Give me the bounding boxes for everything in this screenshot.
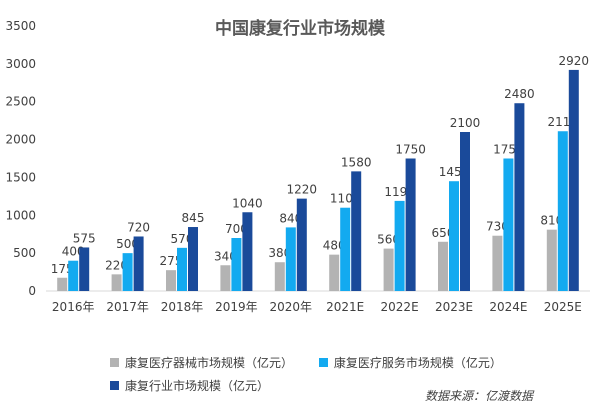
bar-series-1 [438,241,448,291]
y-tick-label: 1000 [5,208,36,222]
x-tick-label: 2017年 [106,300,149,314]
data-label-series-2: 500 [116,237,139,251]
x-tick-label: 2025E [544,300,582,314]
bar-series-1 [383,248,394,291]
legend-swatch-service [318,357,328,367]
bar-series-2 [68,260,79,291]
data-label-series-3: 575 [73,231,96,245]
x-tick-label: 2020年 [270,300,313,314]
y-tick-label: 3500 [5,19,36,33]
data-label-series-1: 810 [540,214,563,228]
data-label-series-3: 2920 [559,54,590,68]
bar-series-3 [242,212,253,291]
bar-series-3 [133,236,144,291]
data-label-series-3: 1580 [341,155,372,169]
bar-series-3 [568,69,579,292]
bar-series-3 [460,132,470,291]
data-label-series-1: 340 [214,249,237,263]
data-label-series-3: 845 [182,211,205,225]
data-label-series-3: 2100 [450,116,481,130]
bar-series-3 [405,158,416,291]
data-label-series-3: 1040 [232,196,263,210]
bar-series-1 [220,265,231,291]
legend-swatch-industry [110,380,119,390]
legend-label-industry: 康复行业市场规模（亿元） [125,378,270,393]
data-label-series-3: 2480 [504,87,535,101]
bar-series-1 [274,262,285,291]
y-tick-label: 1500 [5,170,36,184]
data-label-series-1: 560 [377,233,400,247]
y-tick-label: 2000 [5,133,36,147]
bar-series-2 [340,207,351,291]
x-tick-label: 2024E [489,300,527,314]
bar-series-2 [122,253,133,291]
bar-series-1 [57,277,68,291]
bar-series-1 [546,229,557,291]
source-note: 数据来源：亿渡数据 [425,389,534,403]
y-tick-label: 0 [28,284,36,298]
bar-series-2 [177,247,187,291]
x-tick-label: 2016年 [52,300,95,314]
data-label-series-3: 1750 [395,143,426,157]
data-label-series-2: 700 [225,222,248,236]
bar-series-2 [394,200,405,291]
bar-series-1 [166,270,176,291]
bar-series-2 [449,181,459,291]
y-tick-label: 2500 [5,95,36,109]
bar-series-2 [503,158,514,291]
bar-series-3 [79,247,90,291]
y-tick-label: 3000 [5,57,36,71]
data-label-series-3: 720 [127,220,150,234]
data-label-series-1: 380 [268,246,291,260]
x-tick-label: 2019年 [215,300,258,314]
data-label-series-1: 480 [323,239,346,253]
bar-series-3 [296,198,307,291]
bar-series-1 [492,235,503,291]
y-tick-label: 500 [13,246,36,260]
bar-series-2 [285,227,296,291]
x-tick-label: 2022E [381,300,419,314]
bar-series-2 [231,238,242,291]
chart-legend: 康复医疗器械市场规模（亿元） 康复医疗服务市场规模（亿元） 康复行业市场规模（亿… [110,352,550,395]
bar-series-2 [557,131,568,291]
x-tick-label: 2018年 [161,300,204,314]
bar-series-3 [514,103,525,291]
x-tick-label: 2023E [435,300,473,314]
data-label-series-1: 275 [160,254,183,268]
data-label-series-2: 840 [279,211,302,225]
legend-item-device: 康复医疗器械市场规模（亿元） [110,352,293,372]
legend-label-service: 康复医疗服务市场规模（亿元） [333,355,502,370]
bar-series-1 [329,254,340,291]
data-label-series-1: 175 [51,262,74,276]
bar-series-3 [351,171,362,291]
legend-label-device: 康复医疗器械市场规模（亿元） [125,355,294,370]
legend-swatch-device [110,357,119,367]
data-label-series-2: 570 [171,232,194,246]
data-label-series-1: 220 [105,258,128,272]
data-label-series-3: 1220 [287,183,318,197]
data-label-series-1: 650 [432,226,455,240]
legend-item-industry: 康复行业市场规模（亿元） [110,375,528,395]
data-label-series-1: 730 [486,220,509,234]
bar-series-3 [188,227,198,291]
chart-title: 中国康复行业市场规模 [215,19,385,39]
data-label-series-2: 400 [62,245,85,259]
bar-series-1 [111,274,122,291]
x-tick-label: 2021E [326,300,364,314]
legend-item-service: 康复医疗服务市场规模（亿元） [318,352,502,372]
